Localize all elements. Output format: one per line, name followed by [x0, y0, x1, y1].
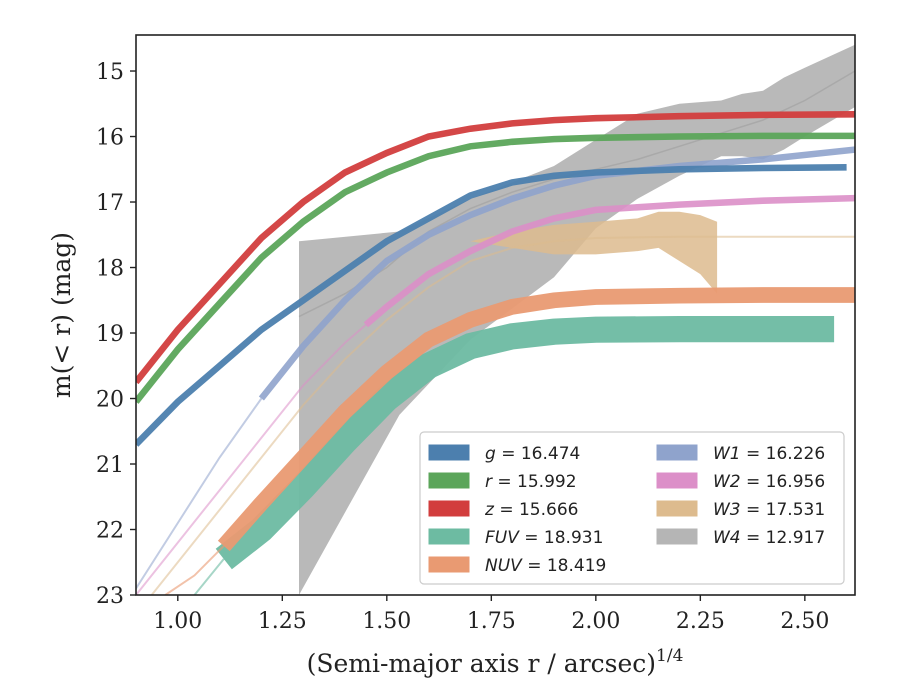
series-fuv-line [215, 316, 835, 570]
x-tick-label: 1.75 [467, 609, 516, 634]
legend-swatch-w4 [656, 528, 698, 545]
legend-item-fuv: FUV = 18.931 [428, 528, 603, 548]
x-axis: 1.00 1.25 1.50 1.75 2.00 2.25 2.50 [153, 595, 829, 634]
series-w1-line [258, 146, 855, 401]
legend-item-w4: W4 = 12.917 [656, 528, 825, 548]
y-tick-label: 23 [96, 584, 124, 609]
legend-band-value: = 18.419 [522, 556, 607, 576]
series-w2 [136, 194, 855, 595]
x-tick-label: 1.25 [258, 609, 307, 634]
legend-swatch-fuv [428, 528, 470, 545]
legend-box [419, 431, 845, 585]
y-tick-label: 19 [96, 322, 124, 347]
y-tick-label: 18 [96, 257, 124, 282]
x-tick-label: 1.00 [153, 609, 202, 634]
legend-item-nuv: NUV = 18.419 [428, 556, 606, 576]
legend-band-name: W1 [713, 444, 741, 464]
legend-item-g: g = 16.474 [428, 444, 580, 464]
y-axis: 15 16 17 18 19 20 21 22 23 [96, 60, 136, 609]
legend-swatch-r [428, 472, 470, 489]
series-fuv-faint-line [193, 558, 225, 595]
x-tick-label: 2.50 [780, 609, 829, 634]
legend-band-name: W4 [713, 528, 741, 548]
legend-item-w3: W3 = 17.531 [656, 500, 825, 520]
legend-band-name: r [485, 472, 493, 492]
legend-item-w1: W1 = 16.226 [656, 444, 825, 464]
legend-band-name: z [484, 500, 495, 520]
series-g-line [136, 164, 847, 447]
x-tick-label: 2.00 [571, 609, 620, 634]
legend-band-name: W2 [713, 472, 741, 492]
series-layer [136, 44, 855, 595]
legend-label-w4: W4 = 12.917 [713, 528, 825, 548]
x-tick-label: 2.25 [676, 609, 725, 634]
series-nuv-line [217, 287, 855, 552]
legend-band-value: = 15.666 [494, 500, 579, 520]
plot-frame [135, 34, 856, 596]
legend-swatch-nuv [428, 556, 470, 573]
legend-band-value: = 12.917 [741, 528, 826, 548]
series-g [136, 164, 847, 447]
legend-label-w2: W2 = 16.956 [713, 472, 825, 492]
series-z [136, 111, 855, 385]
legend-band-value: = 16.226 [741, 444, 826, 464]
legend-label-g: g = 16.474 [485, 444, 580, 464]
legend-band-value: = 15.992 [492, 472, 577, 492]
legend-item-r: r = 15.992 [428, 472, 577, 492]
y-tick-label: 21 [96, 453, 124, 478]
y-tick-label: 20 [96, 388, 124, 413]
legend-band-value: = 18.931 [519, 528, 604, 548]
x-axis-label-exponent: 1/4 [656, 646, 683, 666]
x-axis-label: (Semi-major axis r / arcsec)1/4 [307, 646, 684, 678]
y-tick-label: 16 [96, 126, 124, 151]
series-nuv [164, 287, 855, 595]
legend-swatch-w3 [656, 500, 698, 517]
y-axis-label: m(< r) (mag) [47, 232, 76, 398]
series-nuv-faint-line [164, 545, 225, 595]
series-w3-line [150, 235, 855, 595]
y-tick-label: 17 [96, 191, 124, 216]
legend-band-value: = 16.956 [741, 472, 826, 492]
legend-band-value: = 17.531 [741, 500, 826, 520]
legend-swatch-g [428, 444, 470, 461]
x-tick-label: 1.50 [362, 609, 411, 634]
series-fuv [193, 316, 835, 595]
y-tick-label: 22 [96, 519, 124, 544]
series-w2-faint-line [136, 324, 367, 595]
series-w1-faint-line [136, 397, 263, 590]
series-r [136, 132, 855, 404]
legend-band-value: = 16.474 [496, 444, 581, 464]
legend-swatch-w2 [656, 472, 698, 489]
legend-label-w3: W3 = 17.531 [713, 500, 825, 520]
series-w3-band [437, 211, 718, 294]
legend-label-w1: W1 = 16.226 [713, 444, 825, 464]
legend-item-w2: W2 = 16.956 [656, 472, 825, 492]
series-w4-band [299, 44, 855, 595]
legend-label-z: z = 15.666 [484, 500, 578, 520]
series-z-line [136, 111, 855, 385]
legend-swatch-z [428, 500, 470, 517]
legend-item-z: z = 15.666 [428, 500, 578, 520]
legend-band-name: NUV [485, 556, 523, 576]
legend-swatch-w1 [656, 444, 698, 461]
series-w3 [150, 211, 855, 595]
series-r-line [136, 132, 855, 404]
y-tick-label: 15 [96, 60, 124, 85]
legend-label-r: r = 15.992 [485, 472, 577, 492]
legend-label-nuv: NUV = 18.419 [485, 556, 606, 576]
legend-label-fuv: FUV = 18.931 [485, 528, 603, 548]
legend-band-name: W3 [713, 500, 741, 520]
series-w1 [136, 146, 855, 590]
legend-band-name: FUV [485, 528, 520, 548]
series-w2-line [363, 194, 855, 328]
legend-band-name: g [485, 444, 496, 464]
